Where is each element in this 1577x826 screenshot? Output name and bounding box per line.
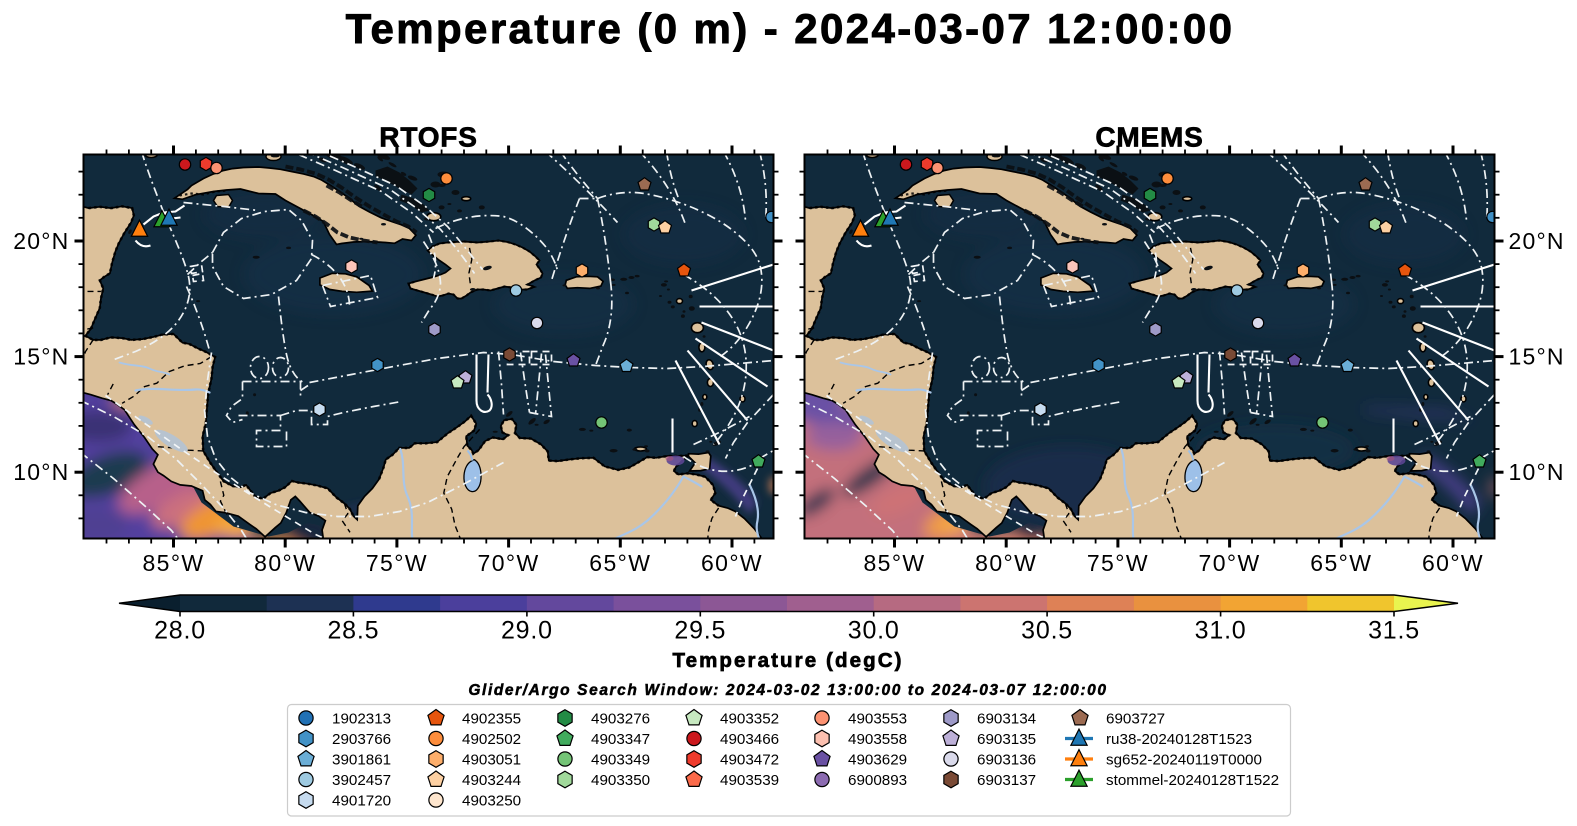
svg-text:15°N: 15°N <box>1509 344 1565 370</box>
svg-text:4903352: 4903352 <box>720 711 779 728</box>
svg-text:stommel-20240128T1522: stommel-20240128T1522 <box>1106 772 1279 789</box>
svg-text:4903347: 4903347 <box>591 731 650 748</box>
svg-text:70°W: 70°W <box>478 550 540 576</box>
svg-text:6903727: 6903727 <box>1106 711 1165 728</box>
svg-text:70°W: 70°W <box>1199 550 1261 576</box>
svg-text:4902355: 4902355 <box>462 711 521 728</box>
svg-text:Temperature (0 m) - 2024-03-07: Temperature (0 m) - 2024-03-07 12:00:00 <box>346 5 1235 52</box>
svg-text:4903051: 4903051 <box>462 752 521 769</box>
svg-text:29.5: 29.5 <box>674 617 726 645</box>
svg-text:80°W: 80°W <box>975 550 1037 576</box>
svg-text:85°W: 85°W <box>142 550 204 576</box>
svg-text:31.0: 31.0 <box>1195 617 1247 645</box>
svg-text:31.5: 31.5 <box>1368 617 1420 645</box>
svg-text:75°W: 75°W <box>1087 550 1149 576</box>
svg-text:4903553: 4903553 <box>848 711 907 728</box>
svg-text:4901720: 4901720 <box>332 793 391 810</box>
svg-text:80°W: 80°W <box>254 550 316 576</box>
svg-text:29.0: 29.0 <box>501 617 553 645</box>
svg-text:28.5: 28.5 <box>327 617 379 645</box>
svg-text:4903250: 4903250 <box>462 793 521 810</box>
svg-text:3902457: 3902457 <box>332 772 391 789</box>
svg-text:28.0: 28.0 <box>154 617 206 645</box>
svg-text:4903349: 4903349 <box>591 752 650 769</box>
svg-text:20°N: 20°N <box>1509 228 1565 254</box>
svg-text:Temperature (degC): Temperature (degC) <box>672 649 903 672</box>
svg-text:3901861: 3901861 <box>332 752 391 769</box>
svg-text:4903466: 4903466 <box>720 731 779 748</box>
svg-text:2903766: 2903766 <box>332 731 391 748</box>
svg-text:6903135: 6903135 <box>977 731 1036 748</box>
svg-text:4903244: 4903244 <box>462 772 521 789</box>
svg-text:30.0: 30.0 <box>848 617 900 645</box>
svg-text:CMEMS: CMEMS <box>1095 122 1203 153</box>
svg-text:4903350: 4903350 <box>591 772 650 789</box>
svg-text:sg652-20240119T0000: sg652-20240119T0000 <box>1106 752 1262 769</box>
svg-text:4903472: 4903472 <box>720 752 779 769</box>
svg-text:15°N: 15°N <box>13 344 69 370</box>
svg-text:10°N: 10°N <box>1509 459 1565 485</box>
svg-text:6903134: 6903134 <box>977 711 1036 728</box>
svg-text:65°W: 65°W <box>1310 550 1372 576</box>
svg-text:ru38-20240128T1523: ru38-20240128T1523 <box>1106 731 1252 748</box>
svg-text:4902502: 4902502 <box>462 731 521 748</box>
svg-text:6903136: 6903136 <box>977 752 1036 769</box>
svg-text:4903629: 4903629 <box>848 752 907 769</box>
svg-text:20°N: 20°N <box>13 228 69 254</box>
svg-text:60°W: 60°W <box>701 550 763 576</box>
svg-text:1902313: 1902313 <box>332 711 391 728</box>
svg-text:4903539: 4903539 <box>720 772 779 789</box>
svg-text:4903558: 4903558 <box>848 731 907 748</box>
svg-text:4903276: 4903276 <box>591 711 650 728</box>
svg-text:RTOFS: RTOFS <box>379 122 477 153</box>
svg-text:85°W: 85°W <box>863 550 925 576</box>
svg-text:30.5: 30.5 <box>1021 617 1073 645</box>
svg-text:60°W: 60°W <box>1422 550 1484 576</box>
svg-text:10°N: 10°N <box>13 459 69 485</box>
svg-text:75°W: 75°W <box>366 550 428 576</box>
svg-text:65°W: 65°W <box>589 550 651 576</box>
svg-text:6903137: 6903137 <box>977 772 1036 789</box>
svg-text:Glider/Argo Search Window: 202: Glider/Argo Search Window: 2024-03-02 13… <box>468 682 1107 699</box>
svg-text:6900893: 6900893 <box>848 772 907 789</box>
